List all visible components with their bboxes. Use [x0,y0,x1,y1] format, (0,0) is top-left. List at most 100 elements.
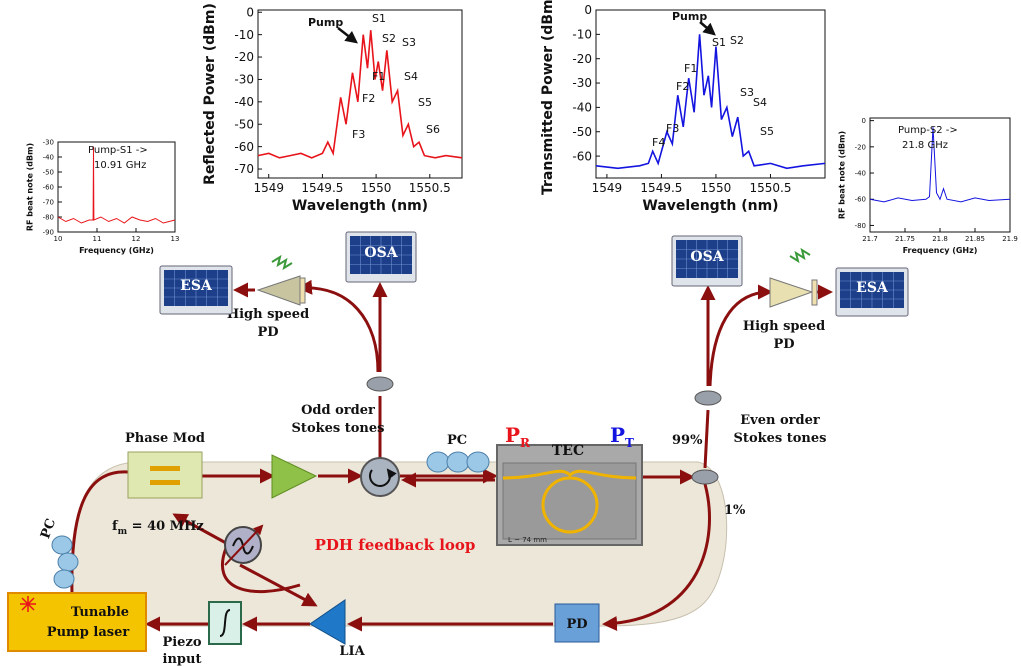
laser-label: Tunable [71,605,129,620]
piezo-label: Piezo [162,635,201,650]
page: High speed PD High speed PD Odd order St… [0,0,1021,667]
x-tick-label: 1550.5 [749,181,791,195]
y-tick-label: -50 [234,117,254,131]
fiber [710,292,770,386]
photodetector [770,278,812,307]
y-tick-label: -40 [855,169,866,177]
laser-label: Pump laser [47,625,130,640]
y-tick-label: -60 [43,183,54,191]
annotation: F1 [684,62,697,75]
y-axis-label: Reflected Power (dBm) [202,3,218,185]
x-tick-label: 13 [171,235,180,243]
instrument-label: ESA [856,280,889,296]
p-t-label: PT [610,423,634,450]
x-tick-label: 1549.5 [301,181,343,195]
subscript: T [625,436,634,450]
photodetector [812,280,817,305]
annotation: S2 [382,32,396,45]
y-tick-label: 0 [246,5,254,19]
subscript: m [118,527,128,537]
annotation: S3 [740,86,754,99]
y-tick-label: -20 [234,50,254,64]
coupler [695,391,721,405]
subscript: R [520,436,531,450]
pd-label: High speed [743,319,825,334]
annotation: 10.91 GHz [94,160,146,171]
annotation: F3 [352,128,365,141]
pd-label: High speed [227,307,309,322]
annotation: F1 [372,70,385,83]
y-tick-label: -80 [855,222,866,230]
instrument: OSA [672,236,742,286]
annotation: S3 [402,36,416,49]
electrode [150,466,180,471]
lia-label: LIA [339,644,365,659]
annotation: S6 [426,123,440,136]
x-axis-label: Frequency (GHz) [903,246,978,255]
y-tick-label: -40 [43,153,54,161]
phase-modulator [128,452,202,498]
x-tick-label: 21.8 [932,235,948,243]
pd-label: PD [257,325,278,340]
x-tick-label: 12 [132,235,141,243]
odd-label: Odd order [301,403,375,418]
split-label: 1% [724,503,746,518]
even-label: Stokes tones [734,431,827,446]
chart: 10111213-30-40-50-60-70-80-90Frequency (… [26,138,180,255]
circulator [361,458,399,496]
value: = 40 MHz [127,519,204,534]
pc-label: PC [447,433,467,448]
instrument: ESA [836,268,908,316]
annotation: F2 [362,92,375,105]
y-tick-label: -90 [43,228,54,236]
p-r-label: PR [505,423,531,450]
photodetector [258,276,300,305]
y-tick-label: -60 [855,196,866,204]
x-tick-label: 10 [54,235,63,243]
y-axis-label: RF beat note (dBm) [26,143,35,231]
even-label: Even order [740,413,820,428]
annotation: S1 [372,12,386,25]
fiber [300,288,378,372]
photodetector [300,278,305,303]
x-tick-label: 1550 [361,181,392,195]
y-tick-label: -70 [43,198,54,206]
y-tick-label: -50 [572,125,592,139]
x-tick-label: 21.9 [1002,235,1018,243]
annotation: S5 [760,125,774,138]
pd-label: PD [773,337,794,352]
y-tick-label: -10 [572,28,592,42]
instrument-label: OSA [690,249,724,265]
y-tick-label: -50 [43,168,54,176]
y-tick-label: -20 [855,143,866,151]
annotation: S4 [404,70,418,83]
annotation: F3 [666,122,679,135]
x-tick-label: 21.75 [895,235,915,243]
x-tick-label: 21.85 [965,235,985,243]
laser-icon [20,596,36,612]
x-tick-label: 21.7 [862,235,878,243]
symbol: P [610,423,625,447]
pd-box-label: PD [566,617,587,632]
coupler [692,470,718,484]
x-tick-label: 11 [93,235,102,243]
annotation: Pump [672,10,707,23]
electrode [150,480,180,485]
annotation: 21.8 GHz [902,140,948,151]
x-tick-label: 1549 [592,181,623,195]
y-tick-label: -10 [234,28,254,42]
y-tick-label: -40 [234,95,254,109]
y-axis-label: RF beat note (dBm) [838,131,847,219]
annotation: S2 [730,34,744,47]
split-label: 99% [672,433,703,448]
annotation: Pump [308,16,343,29]
y-tick-label: -30 [43,138,54,146]
x-tick-label: 1549 [253,181,284,195]
y-tick-label: -80 [43,213,54,221]
y-tick-label: 0 [584,3,592,17]
symbol: P [505,423,520,447]
fiber [705,410,708,468]
plot-area [258,10,462,178]
